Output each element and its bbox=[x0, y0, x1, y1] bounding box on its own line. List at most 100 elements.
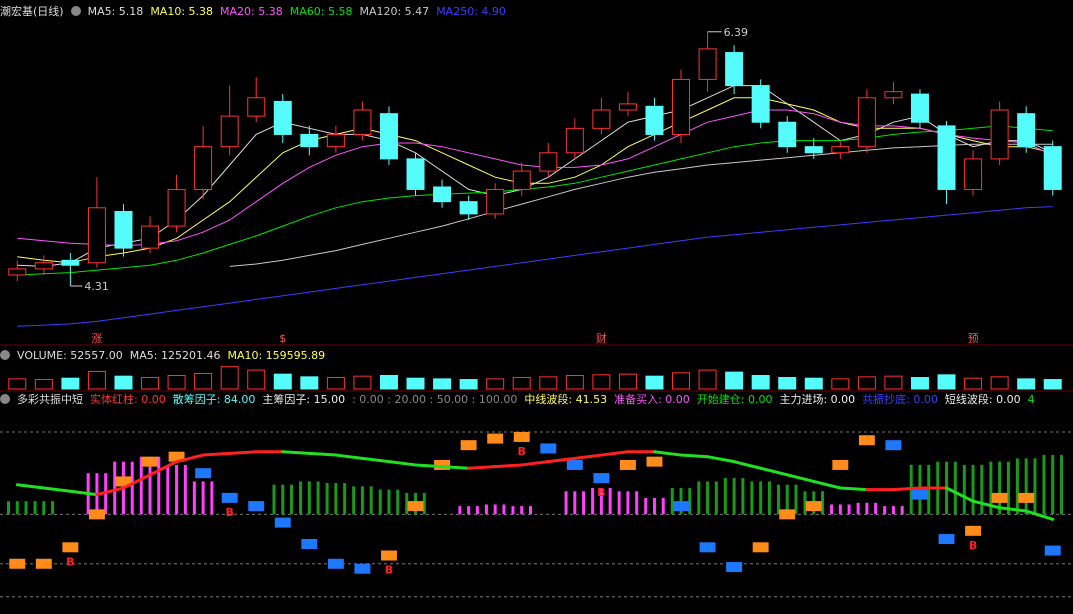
legend-entry: MA60: 5.58 bbox=[289, 4, 353, 18]
volume-bar bbox=[592, 374, 611, 390]
wave-block bbox=[327, 558, 344, 569]
volume-bar bbox=[910, 377, 929, 390]
wave-block bbox=[354, 563, 371, 574]
mid-wave-line bbox=[679, 453, 710, 459]
volume-bar bbox=[831, 378, 850, 390]
candle-body bbox=[61, 259, 80, 266]
mid-wave-line bbox=[42, 486, 72, 493]
low-label: 4.31 bbox=[84, 280, 109, 293]
menu-icon[interactable] bbox=[70, 6, 81, 16]
candle-body bbox=[512, 170, 531, 190]
wave-block bbox=[779, 509, 796, 520]
mid-wave-line bbox=[175, 453, 205, 464]
volume-bar bbox=[61, 377, 80, 390]
wave-block bbox=[858, 435, 875, 446]
wave-block bbox=[274, 517, 291, 528]
ma-line bbox=[17, 206, 1053, 327]
wave-block bbox=[1044, 545, 1061, 556]
panel-title: 潮宏基(日线) bbox=[0, 5, 64, 18]
wave-block bbox=[566, 459, 583, 470]
candle-body bbox=[8, 268, 27, 276]
wave-block bbox=[221, 492, 238, 503]
wave-block bbox=[142, 456, 158, 467]
volume-bar bbox=[194, 372, 213, 390]
candle-body bbox=[114, 210, 133, 249]
panel-title: 多彩共振中短 bbox=[17, 393, 83, 406]
volume-bar bbox=[326, 377, 345, 390]
volume-bar bbox=[512, 377, 531, 390]
volume-bar bbox=[672, 372, 691, 390]
volume-bar bbox=[778, 377, 797, 390]
buy-label: B bbox=[518, 445, 526, 458]
mid-wave-line bbox=[467, 465, 497, 470]
wave-block bbox=[699, 542, 716, 553]
buy-label: B bbox=[969, 539, 977, 552]
volume-bar bbox=[937, 374, 956, 390]
wave-block bbox=[407, 501, 424, 512]
mid-wave-line bbox=[812, 479, 842, 490]
legend-entry: MA120: 5.47 bbox=[359, 4, 430, 18]
candle-body bbox=[141, 225, 160, 249]
wave-block bbox=[619, 459, 636, 470]
wave-block bbox=[35, 558, 52, 569]
candle-body bbox=[857, 97, 876, 148]
wave-block bbox=[938, 534, 955, 545]
candle-body bbox=[379, 113, 398, 160]
volume-bar bbox=[167, 375, 186, 390]
volume-bar bbox=[857, 376, 876, 390]
mid-wave-line bbox=[201, 451, 232, 457]
buy-label: B bbox=[66, 555, 74, 568]
candle-body bbox=[1017, 113, 1036, 148]
volume-bar bbox=[804, 377, 823, 390]
mid-wave-line bbox=[148, 460, 179, 477]
mid-wave-line bbox=[759, 466, 789, 477]
wave-block bbox=[460, 440, 477, 451]
candle-body bbox=[937, 125, 956, 190]
candle-body bbox=[910, 93, 929, 123]
legend-entry: MA250: 4.90 bbox=[436, 4, 506, 18]
candle-body bbox=[167, 188, 186, 227]
wave-block bbox=[726, 562, 743, 573]
mid-wave-line bbox=[1024, 509, 1055, 521]
mid-wave-line bbox=[520, 460, 550, 467]
volume-bar bbox=[698, 369, 717, 390]
legend-entry: VOLUME: 52557.00 bbox=[17, 348, 123, 362]
candle-body bbox=[486, 188, 505, 215]
legend-entry: MA5: 5.18 bbox=[87, 4, 144, 18]
mid-wave-line bbox=[785, 473, 816, 483]
legend-entry: 中线波段: 41.53 bbox=[524, 393, 608, 406]
wave-block bbox=[195, 468, 212, 479]
mid-wave-line bbox=[15, 483, 46, 490]
mid-wave-line bbox=[334, 453, 364, 460]
mid-wave-line bbox=[998, 506, 1028, 513]
volume-bar bbox=[141, 377, 160, 390]
wave-block bbox=[991, 492, 1008, 503]
volume-bar bbox=[379, 375, 398, 390]
candle-body bbox=[87, 207, 106, 264]
volume-bar bbox=[220, 366, 239, 390]
volume-bar bbox=[964, 377, 983, 390]
wave-block bbox=[593, 473, 610, 484]
candle-body bbox=[804, 146, 823, 154]
legend-entry: : 0.00 : 20.00 : 50.00 : 100.00 bbox=[352, 392, 518, 406]
buy-label: B bbox=[225, 506, 233, 519]
event-label: 涨 bbox=[91, 332, 102, 345]
volume-bar bbox=[114, 375, 133, 390]
menu-icon[interactable] bbox=[0, 350, 10, 360]
wave-block bbox=[487, 433, 504, 444]
legend-entry: 开始建仓: 0.00 bbox=[696, 393, 773, 406]
wave-block bbox=[646, 456, 663, 467]
candle-body bbox=[751, 85, 770, 123]
candle-body bbox=[1043, 146, 1062, 190]
legend-entry: 实体红柱: 0.00 bbox=[90, 393, 166, 406]
legend-entry: 主力进场: 0.00 bbox=[779, 393, 856, 406]
candle-body bbox=[433, 186, 452, 203]
mid-wave-line bbox=[945, 486, 975, 503]
high-label: 6.39 bbox=[724, 26, 749, 39]
volume-bar bbox=[884, 375, 903, 390]
menu-icon[interactable] bbox=[0, 394, 10, 404]
mid-wave-line bbox=[414, 463, 444, 469]
candle-body bbox=[326, 133, 345, 148]
candle-body bbox=[964, 158, 983, 190]
